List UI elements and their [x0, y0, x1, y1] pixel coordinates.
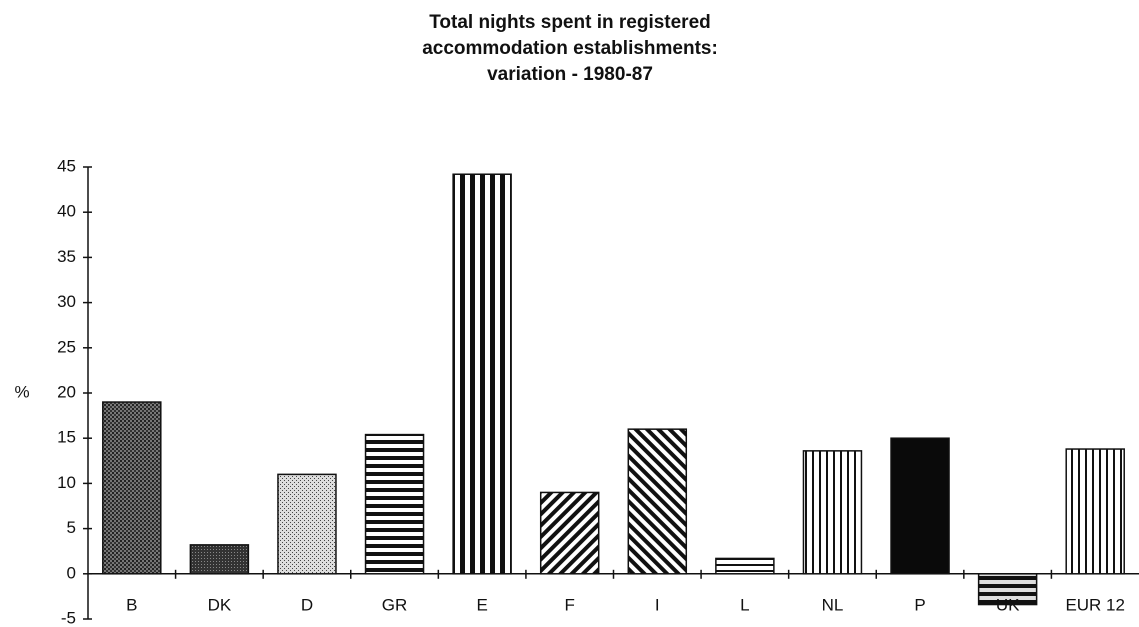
y-tick-label: 40 — [57, 202, 76, 221]
y-axis-label: % — [14, 382, 29, 401]
y-tick-label: 15 — [57, 428, 76, 447]
y-tick-label: 20 — [57, 382, 76, 401]
y-tick-label: -5 — [61, 608, 76, 627]
x-tick-label: UK — [996, 595, 1020, 614]
x-tick-label: P — [914, 595, 925, 614]
y-tick-label: 45 — [57, 156, 76, 175]
chart-title: Total nights spent in registered accommo… — [422, 12, 718, 85]
bar — [277, 473, 337, 575]
x-tick-label: F — [565, 595, 575, 614]
bar — [802, 450, 863, 575]
y-tick-label: 30 — [57, 292, 76, 311]
x-tick-label: EUR 12 — [1065, 595, 1125, 614]
bar — [627, 428, 688, 575]
bar — [102, 401, 162, 575]
y-tick-label: 10 — [57, 473, 76, 492]
x-tick-label: D — [301, 595, 313, 614]
bar — [890, 437, 950, 575]
y-tick-label: 35 — [57, 247, 76, 266]
y-tick-label: 0 — [67, 563, 76, 582]
x-tick-label: DK — [208, 595, 232, 614]
x-tick-label: E — [476, 595, 487, 614]
x-tick-label: B — [126, 595, 137, 614]
x-tick-label: L — [740, 595, 749, 614]
y-tick-label: 5 — [67, 518, 76, 537]
x-tick-label: I — [655, 595, 660, 614]
bar — [977, 573, 1038, 606]
bar — [1065, 448, 1125, 575]
bar — [452, 173, 512, 575]
x-tick-label: NL — [822, 595, 844, 614]
bar — [715, 557, 775, 575]
bar — [189, 544, 250, 575]
x-tick-label: GR — [382, 595, 408, 614]
bar — [539, 491, 600, 575]
bar — [364, 433, 425, 575]
y-tick-label: 25 — [57, 337, 76, 356]
